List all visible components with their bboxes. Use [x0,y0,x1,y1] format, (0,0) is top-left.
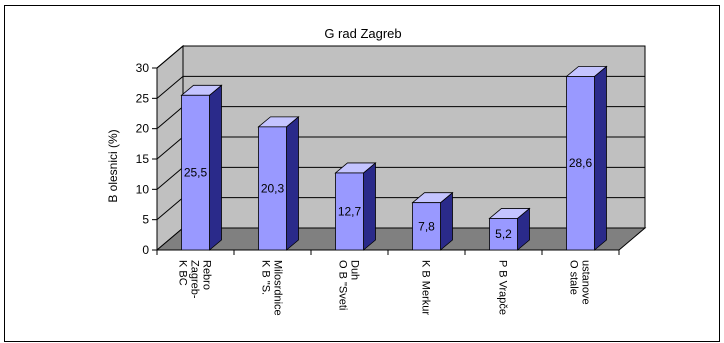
data-label: 12,7 [338,204,362,218]
category-label: K B Merkur [420,260,432,315]
gridline [156,45,645,69]
y-tick-label: 10 [136,182,150,196]
data-label: 5,2 [495,227,512,241]
category-label-line: Zagreb- [189,260,201,299]
bar-front [566,76,595,251]
bar: 28,6 [565,65,608,251]
chart-frame: G rad Zagreb B olesnici (%) 0 5 10 15 20 25 30… [4,5,720,342]
category-label-line: Milosrdnice [272,260,284,316]
category-label-line: O B "Sveti [337,260,349,310]
y-tick-label: 5 [142,213,149,227]
y-tick-label: 0 [142,243,149,257]
data-label: 7,8 [418,219,435,233]
category-label: K BC Zagreb- Rebro [177,260,213,299]
data-label: 25,5 [184,166,208,180]
category-label-line: K BC [177,260,189,286]
bar-front [335,172,364,251]
chart-title: G rad Zagreb [324,26,401,41]
category-label-line: Rebro [201,260,213,290]
category-label-line: K B "S. [260,260,272,295]
y-axis-label: B olesnici (%) [106,129,120,202]
axes [152,67,620,255]
bar-side [363,162,376,251]
y-tick-labels: 0 5 10 15 20 25 30 [136,61,150,257]
y-tick-label: 25 [136,91,150,105]
category-label: O stale ustanove [568,260,592,305]
category-label: K B "S. Milosrdnice [260,260,284,316]
y-tick-label: 15 [136,152,150,166]
bar: 7,8 [411,191,454,251]
bar-front [412,202,441,251]
bar-front [181,94,210,251]
y-tick-label: 30 [136,61,150,75]
category-label-line: Duh [349,260,361,280]
bar: 20,3 [257,115,300,251]
category-label-line: O stale [568,260,580,295]
bar: 5,2 [488,207,531,251]
bar-front [258,126,287,251]
bar-side [209,84,222,251]
bar: 12,7 [334,162,377,251]
category-label-line: ustanove [580,260,592,305]
bar-front [489,218,518,251]
bar-side [594,65,607,251]
category-label: P B Vrapče [497,260,509,315]
data-label: 20,3 [261,181,285,195]
bar: 25,5 [180,84,223,251]
category-labels: K BC Zagreb- Rebro K B "S. Milosrdnice O B "S… [177,260,592,316]
category-label: O B "Sveti Duh [337,260,361,310]
data-label: 28,6 [569,156,593,170]
gridline [156,75,645,99]
bars: 25,5 20,3 12,7 7,8 5,2 28,6 [180,65,608,251]
bar-side [286,115,299,251]
category-label-line: K B Merkur [420,260,432,315]
y-tick-label: 20 [136,122,150,136]
bar-chart: G rad Zagreb B olesnici (%) 0 5 10 15 20 25 30… [106,26,647,316]
category-label-line: P B Vrapče [497,260,509,315]
